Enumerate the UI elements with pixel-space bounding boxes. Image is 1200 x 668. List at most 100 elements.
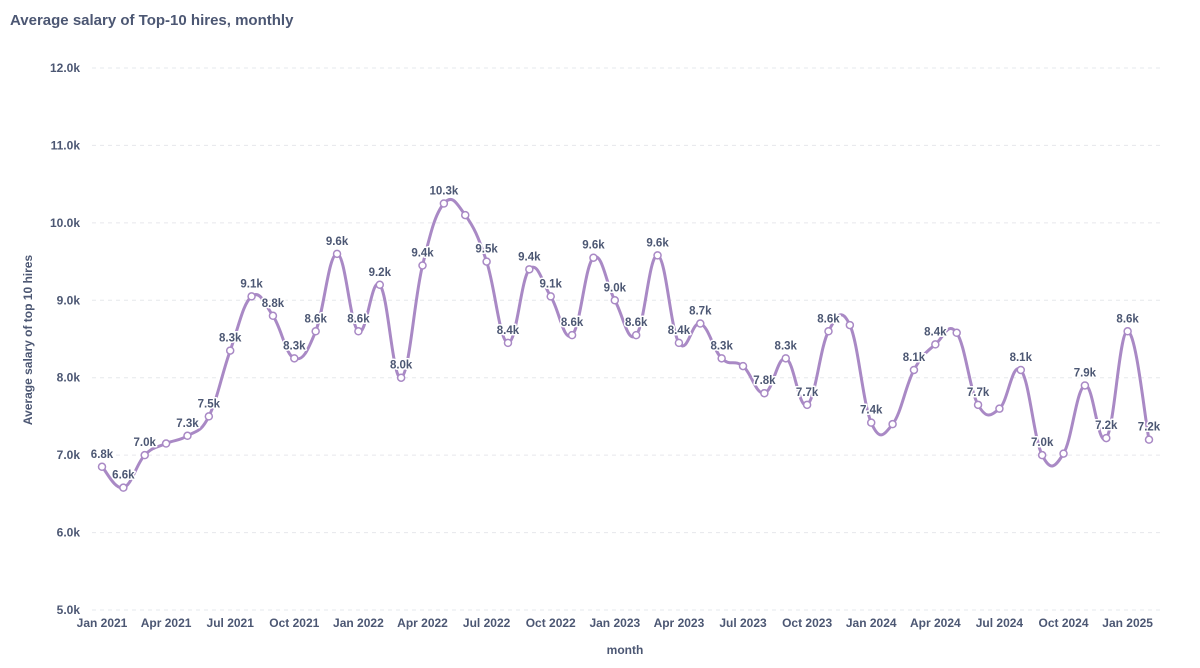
data-point	[1016, 365, 1026, 375]
data-point	[717, 354, 726, 363]
data-label: 8.4k	[497, 325, 520, 337]
data-point	[396, 373, 406, 382]
data-point	[781, 354, 791, 363]
x-tick-label: Apr 2023	[654, 616, 705, 630]
y-axis-title: Average salary of top 10 hires	[21, 255, 35, 426]
data-point	[546, 292, 555, 301]
data-point	[866, 418, 876, 427]
data-label: 7.2k	[1095, 420, 1118, 432]
data-label: 7.9k	[1074, 367, 1097, 379]
x-tick-label: Jan 2025	[1102, 616, 1153, 630]
data-point	[824, 327, 833, 336]
x-tick-label: Oct 2023	[782, 616, 832, 630]
data-label: 7.8k	[753, 375, 776, 387]
data-point	[1123, 327, 1132, 336]
y-axis-ticks: 5.0k 6.0k 7.0k 8.0k 9.0k 10.0k 11.0k 12.0k	[50, 61, 80, 617]
y-tick-label: 12.0k	[50, 61, 80, 75]
x-tick-label: Jan 2021	[77, 616, 128, 630]
data-label: 7.4k	[860, 405, 883, 417]
data-label: 9.6k	[646, 237, 669, 249]
data-point	[183, 431, 192, 441]
x-tick-label: Apr 2024	[910, 616, 961, 630]
x-axis-title: month	[607, 643, 644, 657]
data-point	[503, 338, 513, 348]
data-point	[1144, 435, 1154, 444]
data-point	[161, 439, 171, 448]
grid-lines	[92, 67, 1160, 611]
series-line	[100, 197, 1151, 490]
y-tick-label: 10.0k	[50, 216, 80, 230]
data-point	[802, 400, 812, 410]
data-label: 7.3k	[176, 418, 199, 430]
data-label: 8.6k	[817, 313, 840, 325]
data-point	[995, 404, 1004, 413]
data-point	[696, 319, 705, 328]
y-tick-label: 11.0k	[51, 138, 81, 152]
y-tick-label: 7.0k	[57, 448, 81, 462]
data-label: 10.3k	[429, 186, 458, 198]
x-tick-label: Jul 2021	[207, 616, 255, 630]
data-label: 8.3k	[283, 340, 306, 352]
data-point	[375, 280, 385, 290]
data-label: 8.3k	[219, 333, 242, 345]
data-point	[610, 296, 620, 305]
data-label: 9.0k	[604, 282, 627, 294]
data-point	[332, 249, 342, 259]
data-label: 9.4k	[411, 247, 434, 259]
x-tick-label: Jan 2024	[846, 616, 897, 630]
data-label: 7.0k	[1031, 437, 1054, 449]
data-label: 8.6k	[561, 317, 584, 329]
data-label: 8.6k	[347, 313, 370, 325]
data-point	[631, 330, 641, 340]
x-tick-label: Oct 2021	[269, 616, 319, 630]
data-label: 8.4k	[924, 326, 947, 338]
y-tick-label: 5.0k	[57, 603, 81, 617]
data-label: 7.7k	[967, 387, 990, 399]
data-point	[931, 340, 940, 349]
data-label: 8.1k	[1010, 352, 1033, 364]
x-axis-ticks: Jan 2021 Apr 2021 Jul 2021 Oct 2021 Jan 2022…	[77, 616, 1154, 630]
data-label: 8.7k	[689, 306, 712, 318]
data-point	[119, 483, 128, 492]
data-label: 9.2k	[369, 267, 392, 279]
x-tick-label: Apr 2021	[141, 616, 192, 630]
data-point	[1037, 450, 1047, 460]
data-labels: 6.8k 6.6k 7.0k 7.3k 7.5k 8.3k 9.1k 8.8k 8.3k 8.6k…	[89, 184, 1162, 483]
data-point	[1102, 433, 1111, 443]
data-points	[97, 199, 1154, 492]
data-point	[225, 346, 235, 355]
data-point	[1080, 381, 1090, 390]
data-point	[482, 257, 491, 266]
data-label: 9.6k	[326, 236, 349, 248]
data-label: 9.5k	[475, 244, 498, 256]
data-point	[140, 450, 149, 460]
data-label: 8.3k	[775, 340, 798, 352]
y-tick-label: 9.0k	[57, 293, 81, 307]
x-tick-label: Apr 2022	[397, 616, 448, 630]
y-tick-label: 6.0k	[57, 526, 81, 540]
data-label: 7.5k	[198, 398, 221, 410]
data-label: 8.8k	[262, 298, 285, 310]
data-point	[1059, 449, 1068, 458]
data-point	[653, 251, 662, 260]
data-point	[460, 210, 470, 220]
data-label: 6.8k	[91, 449, 114, 461]
data-point	[418, 261, 427, 270]
data-label: 8.3k	[710, 340, 733, 352]
x-tick-label: Jul 2024	[976, 616, 1024, 630]
data-point	[589, 253, 598, 262]
data-point	[525, 265, 534, 274]
data-point	[439, 199, 449, 208]
data-point	[888, 419, 897, 429]
data-label: 9.1k	[240, 278, 263, 290]
data-label: 8.4k	[668, 325, 691, 337]
data-label: 9.6k	[582, 240, 605, 252]
data-label: 8.6k	[1116, 313, 1139, 325]
data-label: 7.2k	[1138, 422, 1161, 434]
data-point	[97, 462, 107, 472]
data-point	[909, 365, 919, 375]
data-label: 6.6k	[112, 470, 135, 482]
data-label: 8.1k	[903, 352, 926, 364]
data-point	[845, 320, 855, 330]
